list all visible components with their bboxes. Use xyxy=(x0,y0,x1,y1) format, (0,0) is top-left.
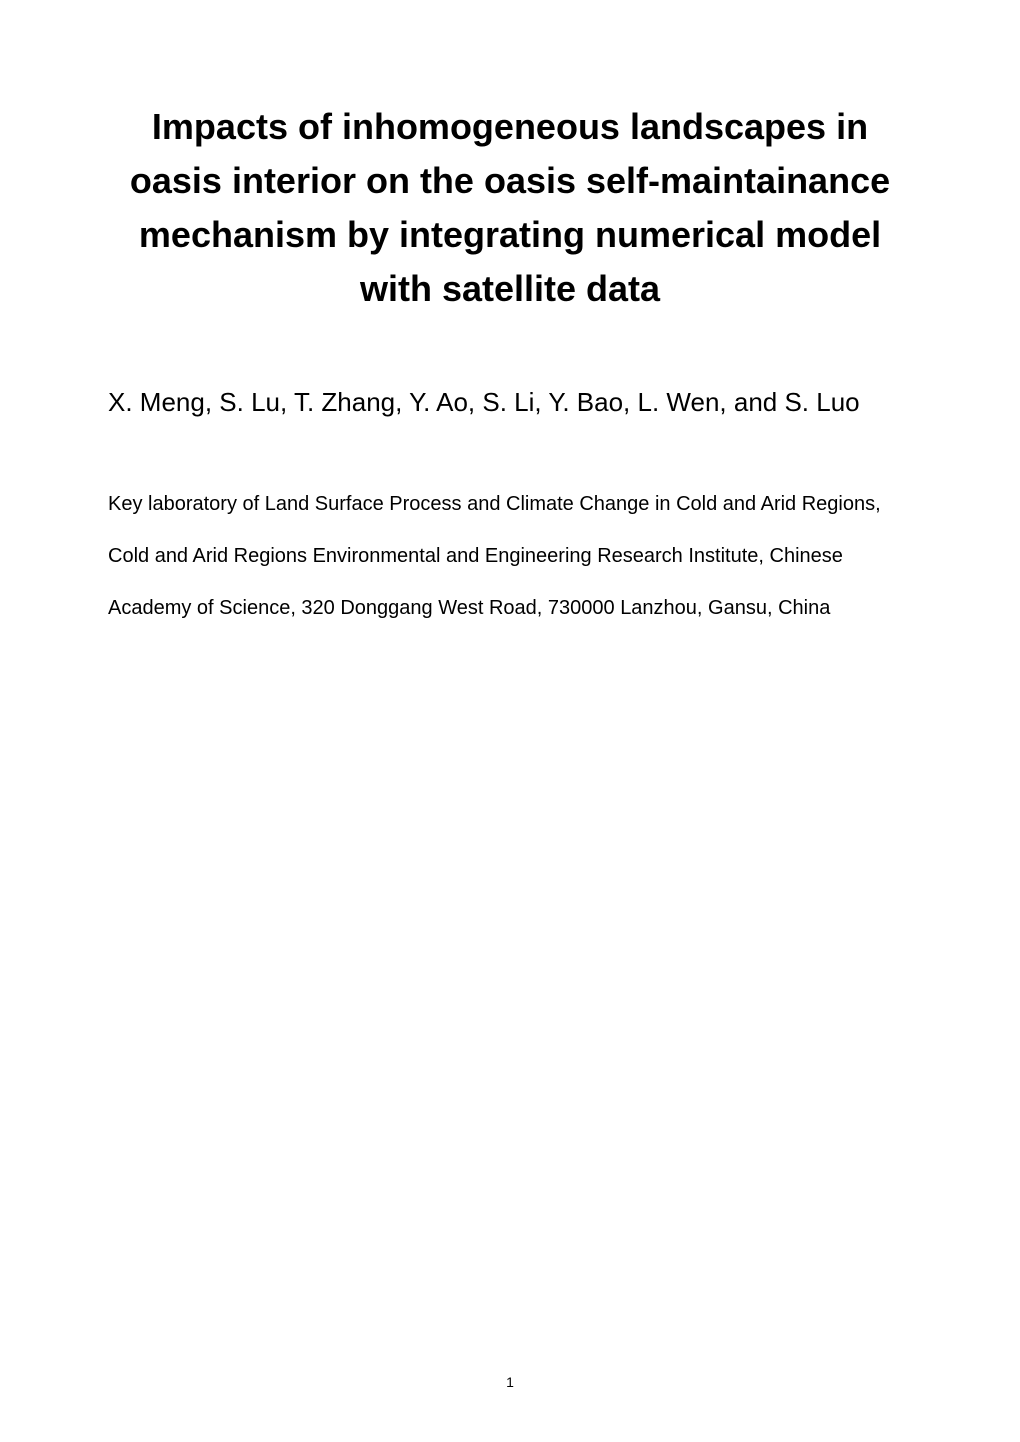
author-affiliation: Key laboratory of Land Surface Process a… xyxy=(108,478,912,634)
paper-title: Impacts of inhomogeneous landscapes in o… xyxy=(108,100,912,316)
author-list: X. Meng, S. Lu, T. Zhang, Y. Ao, S. Li, … xyxy=(108,376,912,428)
page-number: 1 xyxy=(0,1374,1020,1390)
